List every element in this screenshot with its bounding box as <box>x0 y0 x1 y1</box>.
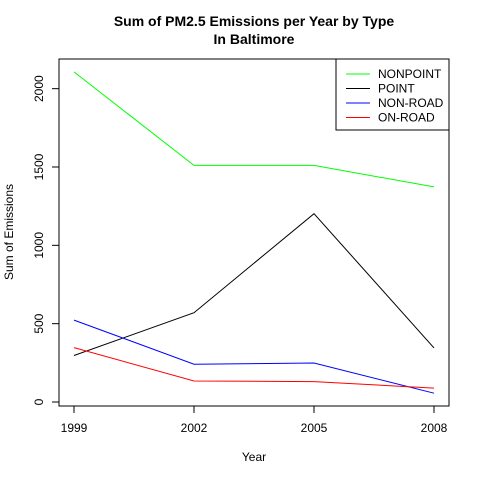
legend-label: ON-ROAD <box>378 111 435 125</box>
legend-label: NONPOINT <box>378 67 442 81</box>
series-line-nonpoint <box>73 71 435 188</box>
y-axis-label: Sum of Emissions <box>2 184 16 280</box>
y-axis: 0 500 1000 1500 2000 <box>32 75 60 405</box>
x-tick-label: 2002 <box>181 421 208 435</box>
series-line-point <box>73 213 435 356</box>
y-tick-label: 1500 <box>32 153 46 180</box>
legend-label: NON-ROAD <box>378 96 444 110</box>
legend-box <box>335 58 450 131</box>
series-layer <box>73 71 435 394</box>
x-tick-label: 2008 <box>421 421 448 435</box>
x-axis-label: Year <box>242 450 266 464</box>
chart-subtitle: In Baltimore <box>214 31 295 47</box>
chart-title: Sum of PM2.5 Emissions per Year by Type <box>114 13 395 29</box>
legend-label: POINT <box>378 82 415 96</box>
y-tick-label: 2000 <box>32 75 46 102</box>
series-line-on-road <box>73 347 435 389</box>
x-tick-label: 2005 <box>301 421 328 435</box>
x-tick-label: 1999 <box>61 421 88 435</box>
y-tick-label: 1000 <box>32 232 46 259</box>
y-tick-label: 0 <box>32 398 46 405</box>
y-tick-label: 500 <box>32 313 46 333</box>
series-line-non-road <box>73 319 435 394</box>
x-axis: 1999 2002 2005 2008 <box>61 405 448 435</box>
